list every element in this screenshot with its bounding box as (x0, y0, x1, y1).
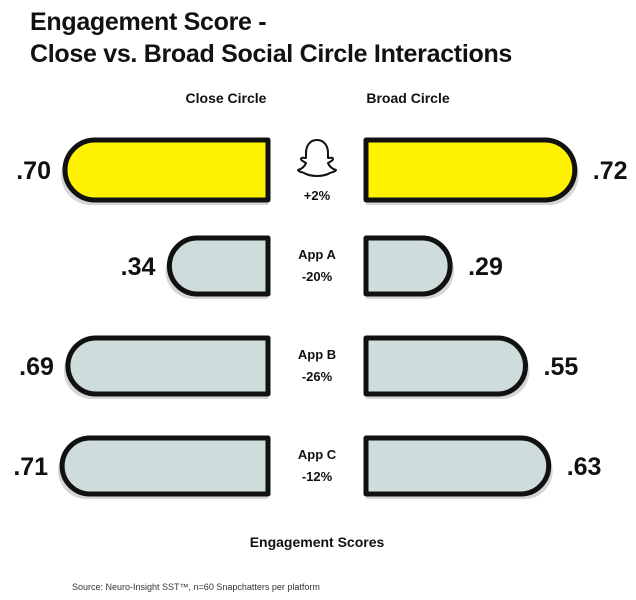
close-value-label: .71 (13, 453, 48, 481)
close-value-label: .70 (16, 157, 51, 185)
close-circle-bar (65, 335, 271, 397)
broad-circle-header: Broad Circle (366, 90, 450, 106)
app-label: App B (298, 347, 336, 362)
app-label: App C (298, 447, 337, 462)
close-value-label: .34 (121, 253, 156, 281)
broad-value-label: .55 (544, 353, 579, 381)
change-label: -26% (302, 369, 333, 384)
broad-circle-bar (363, 435, 552, 497)
broad-circle-bar (363, 137, 578, 203)
broad-value-label: .63 (567, 453, 602, 481)
broad-circle-bar (363, 335, 528, 397)
x-axis-label: Engagement Scores (249, 534, 385, 550)
broad-value-label: .72 (593, 157, 628, 185)
close-circle-bar (166, 235, 271, 297)
close-value-label: .69 (19, 353, 54, 381)
title-line-2: Close vs. Broad Social Circle Interactio… (30, 40, 513, 68)
broad-value-label: .29 (468, 253, 503, 281)
title-line-1: Engagement Score - (30, 8, 267, 36)
close-circle-bar (62, 137, 271, 203)
snapchat-ghost-icon (297, 139, 337, 177)
change-label: -20% (302, 269, 333, 284)
close-circle-header: Close Circle (185, 90, 267, 106)
source-note: Source: Neuro-Insight SST™, n=60 Snapcha… (72, 582, 320, 592)
chart-title: Engagement Score - Close vs. Broad Socia… (30, 6, 512, 70)
change-label: +2% (304, 188, 331, 203)
app-label: App A (298, 247, 336, 262)
change-label: -12% (302, 469, 333, 484)
close-circle-bar (59, 435, 271, 497)
broad-circle-bar (363, 235, 453, 297)
